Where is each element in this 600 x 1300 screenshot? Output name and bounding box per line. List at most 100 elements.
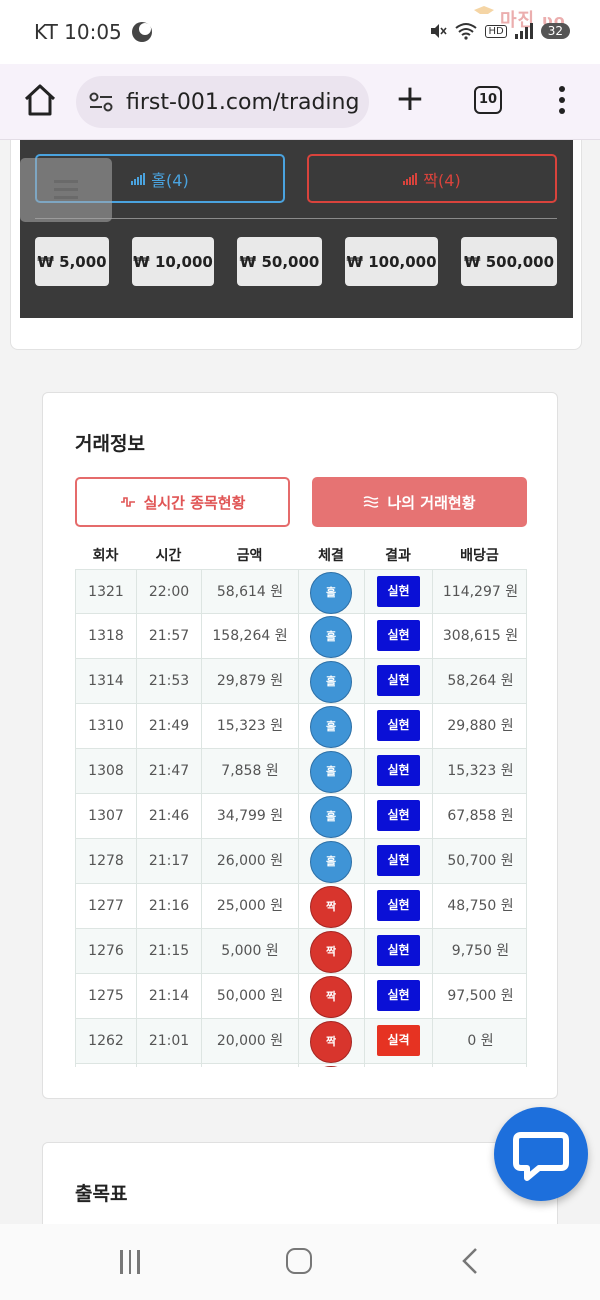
cell-result: 실현 xyxy=(365,839,433,883)
odd-ball-badge: 홀 xyxy=(310,796,352,838)
result-badge: 실현 xyxy=(377,890,420,921)
navigation-bar xyxy=(0,1224,600,1300)
cell-round: 1321 xyxy=(76,570,137,614)
new-tab-button[interactable]: + xyxy=(394,78,426,119)
cell-amount: 29,879 원 xyxy=(202,659,299,703)
cell-amount: 58,614 원 xyxy=(202,570,299,614)
cell-time: 21:14 xyxy=(137,974,202,1018)
result-badge: 실현 xyxy=(377,800,420,831)
chat-bubble-icon xyxy=(513,1132,569,1181)
result-badge: 실격 xyxy=(377,1025,420,1056)
chip-500000-button[interactable]: ₩ 500,000 xyxy=(461,237,557,286)
hd-icon: HD xyxy=(485,24,507,38)
result-badge: 실현 xyxy=(377,755,420,786)
cell-payout: 308,615 원 xyxy=(442,628,519,644)
chip-5000-button[interactable]: ₩ 5,000 xyxy=(35,237,109,286)
tab-switcher-button[interactable]: 10 xyxy=(474,86,502,114)
trade-table[interactable]: 1321 22:00 58,614 원 홀 실현 114,297 원 1318 21:57 15… xyxy=(75,569,527,1067)
cell-pick: 홀 xyxy=(299,839,365,883)
cell-payout: 58,264 원 xyxy=(447,673,514,689)
table-row: 1308 21:47 7,858 원 홀 실현 15,323 원 xyxy=(75,749,527,794)
svg-text:마진: 마진 xyxy=(500,10,535,31)
cell-round: 1308 xyxy=(76,749,137,793)
waves-icon xyxy=(364,496,379,508)
wifi-icon xyxy=(455,23,478,40)
table-row: 1321 22:00 58,614 원 홀 실현 114,297 원 xyxy=(75,569,527,614)
odd-ball-badge: 홀 xyxy=(310,661,352,703)
result-badge: 실현 xyxy=(377,935,420,966)
address-bar[interactable]: first-001.com/trading xyxy=(76,76,369,128)
table-row: 1310 21:49 15,323 원 홀 실현 29,880 원 xyxy=(75,704,527,749)
cell-result: 실현 xyxy=(365,794,433,838)
cell-result: 실현 xyxy=(365,929,433,973)
table-header: 회차 시간 금액 체결 결과 배당금 xyxy=(75,543,527,569)
more-menu-icon[interactable] xyxy=(552,82,572,118)
even-ball-badge: 짝 xyxy=(310,931,352,973)
cell-time xyxy=(137,1064,202,1067)
tab-my-trades[interactable]: 나의 거래현황 xyxy=(312,477,527,527)
battery-indicator: 32 xyxy=(540,23,570,39)
table-row: 1314 21:53 29,879 원 홀 실현 58,264 원 xyxy=(75,659,527,704)
col-amount: 금액 xyxy=(236,548,263,564)
even-ball-badge xyxy=(310,1066,352,1067)
cell-round: 1310 xyxy=(76,704,137,748)
table-row: 1277 21:16 25,000 원 짝 실현 48,750 원 xyxy=(75,884,527,929)
hamburger-menu-icon[interactable] xyxy=(20,158,112,222)
tab-live-status[interactable]: 실시간 종목현황 xyxy=(75,477,290,527)
cell-time: 21:53 xyxy=(137,659,202,703)
cell-round: 1307 xyxy=(76,794,137,838)
url-text: first-001.com/trading xyxy=(126,90,360,115)
cell-time: 21:46 xyxy=(137,794,202,838)
mute-icon xyxy=(431,24,448,38)
signal-bars-icon xyxy=(131,172,146,185)
chip-100000-button[interactable]: ₩ 100,000 xyxy=(345,237,438,286)
cell-time: 21:15 xyxy=(137,929,202,973)
cell-time: 22:00 xyxy=(137,570,202,614)
divider xyxy=(35,218,557,219)
cell-result xyxy=(365,1064,433,1067)
cell-round: 1275 xyxy=(76,974,137,1018)
cell-payout: 50,700 원 xyxy=(447,853,514,869)
back-icon[interactable] xyxy=(458,1246,482,1276)
site-settings-icon[interactable] xyxy=(88,90,114,114)
cell-amount xyxy=(202,1064,299,1067)
status-right: HD 32 xyxy=(429,22,570,40)
even-pick-button[interactable]: 짝(4) xyxy=(307,154,557,203)
signal-icon xyxy=(514,23,533,39)
pulse-icon xyxy=(120,497,135,507)
cell-payout: 48,750 원 xyxy=(447,898,514,914)
cell-time: 21:47 xyxy=(137,749,202,793)
col-payout: 배당금 xyxy=(460,548,499,564)
col-result: 결과 xyxy=(385,548,411,564)
cell-payout: 9,750 원 xyxy=(451,943,510,959)
chat-button[interactable] xyxy=(494,1107,588,1201)
bet-panel: 홀(4) 짝(4) ₩ 5,000 ₩ 10,000 ₩ 50,000 ₩ 10… xyxy=(20,140,573,318)
recent-apps-icon[interactable] xyxy=(120,1250,146,1274)
result-badge: 실현 xyxy=(377,710,420,741)
cell-time: 21:17 xyxy=(137,839,202,883)
cell-time: 21:01 xyxy=(137,1019,202,1063)
chip-10000-button[interactable]: ₩ 10,000 xyxy=(132,237,214,286)
chart-title: 출목표 xyxy=(75,1183,128,1205)
trade-info-title: 거래정보 xyxy=(75,433,145,455)
cell-pick: 홀 xyxy=(299,749,365,793)
cell-pick: 홀 xyxy=(299,794,365,838)
cell-payout: 29,880 원 xyxy=(447,718,514,734)
carrier-time: KT 10:05 xyxy=(34,20,122,44)
table-row: 1275 21:14 50,000 원 짝 실현 97,500 원 xyxy=(75,974,527,1019)
home-icon[interactable] xyxy=(20,80,60,120)
cell-amount: 50,000 원 xyxy=(202,974,299,1018)
cell-amount: 26,000 원 xyxy=(202,839,299,883)
home-nav-icon[interactable] xyxy=(286,1248,312,1274)
cell-round: 1318 xyxy=(76,614,137,658)
odd-ball-badge: 홀 xyxy=(310,706,352,748)
cell-pick xyxy=(299,1064,365,1067)
signal-bars-icon xyxy=(403,172,418,185)
tab-mine-label: 나의 거래현황 xyxy=(387,493,476,512)
cell-payout: 97,500 원 xyxy=(447,988,514,1004)
odd-ball-badge: 홀 xyxy=(310,841,352,883)
cell-payout: 15,323 원 xyxy=(447,763,514,779)
col-time: 시간 xyxy=(155,548,182,564)
chip-50000-button[interactable]: ₩ 50,000 xyxy=(237,237,322,286)
even-ball-badge: 짝 xyxy=(310,886,352,928)
